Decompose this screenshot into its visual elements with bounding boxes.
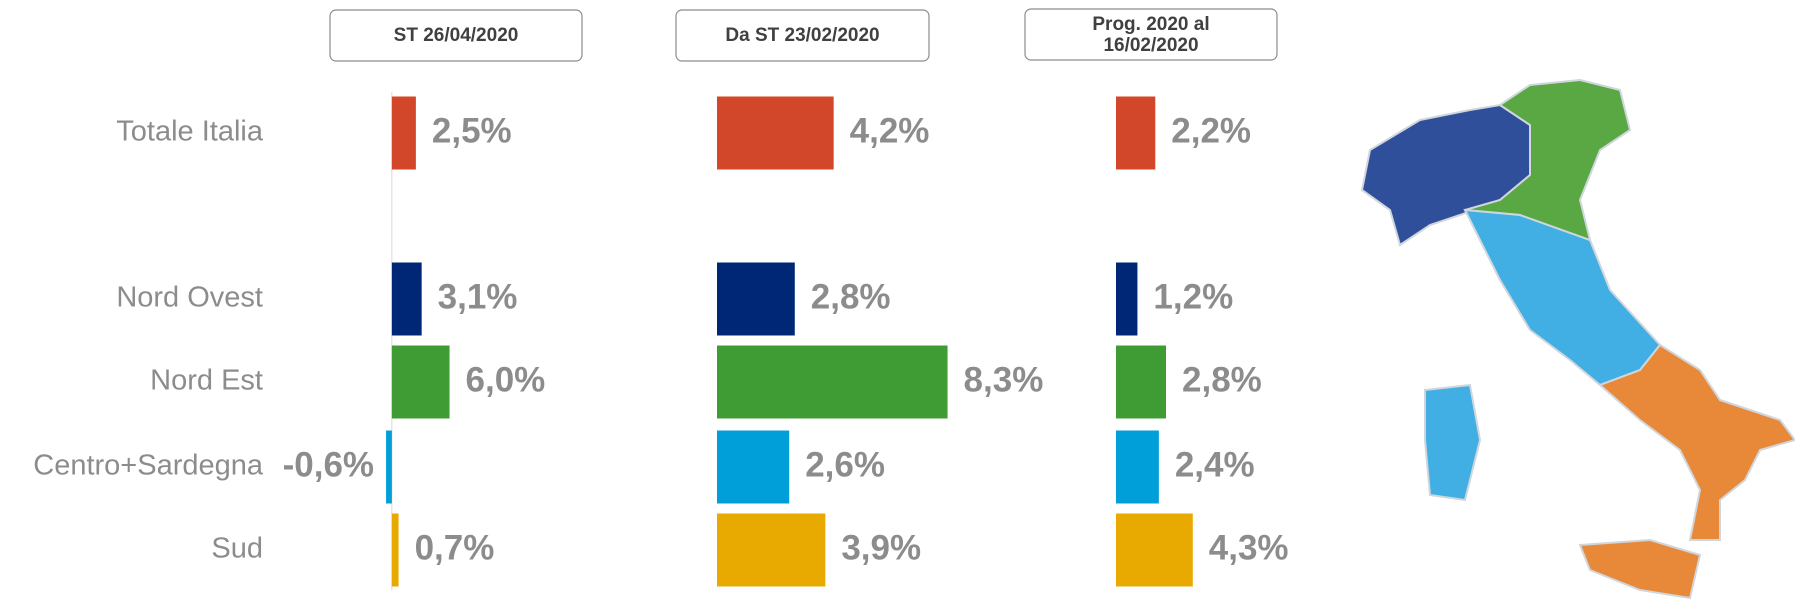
bar [717,513,826,587]
map-region [1578,538,1702,600]
bar [386,430,392,504]
panel-header-box [675,9,930,62]
bar [1116,345,1166,419]
value-label: 2,8% [811,277,891,316]
panel-header: Prog. 2020 al 16/02/2020 [1092,13,1210,56]
value-label: 4,3% [1209,528,1289,567]
value-label: 6,0% [466,360,546,399]
bar [391,262,422,336]
panel-header-box [329,9,583,62]
category-label: Centro+Sardegna [33,450,264,482]
value-label: 2,6% [805,445,885,484]
bar [391,513,399,587]
bar [1116,513,1193,587]
panel-header-box [1024,8,1278,61]
value-label: 2,2% [1171,111,1251,150]
panel-title: Da ST 23/02/2020 [725,25,880,46]
bar [391,96,416,170]
bar [717,262,795,336]
value-label: 2,8% [1182,360,1262,399]
category-label: Totale Italia [116,116,264,148]
panel-title: ST 26/04/2020 [393,25,519,46]
value-label: 1,2% [1153,277,1233,316]
map-region [1598,343,1795,541]
value-label: 0,7% [415,528,495,567]
value-label: 3,9% [841,528,921,567]
bar [1116,430,1159,504]
value-label: 2,4% [1175,445,1255,484]
map-region [1424,383,1482,502]
value-label: 4,2% [850,111,930,150]
category-label: Sud [211,533,263,565]
bar [717,430,790,504]
map [1360,78,1795,600]
panel-header: Da ST 23/02/2020 [725,25,880,46]
bar [717,96,834,170]
value-label: 8,3% [964,360,1044,399]
value-label: 3,1% [438,277,518,316]
panel-header: ST 26/04/2020 [393,25,519,46]
bar [1116,262,1138,336]
bar [717,345,948,419]
map-region [1463,208,1662,387]
bar [1116,96,1156,170]
bar [391,345,450,419]
value-label: 2,5% [432,111,512,150]
category-label: Nord Est [150,365,263,397]
panel-title: Prog. 2020 al 16/02/2020 [1092,13,1210,56]
value-label: -0,6% [283,445,374,484]
category-label: Nord Ovest [116,282,263,314]
